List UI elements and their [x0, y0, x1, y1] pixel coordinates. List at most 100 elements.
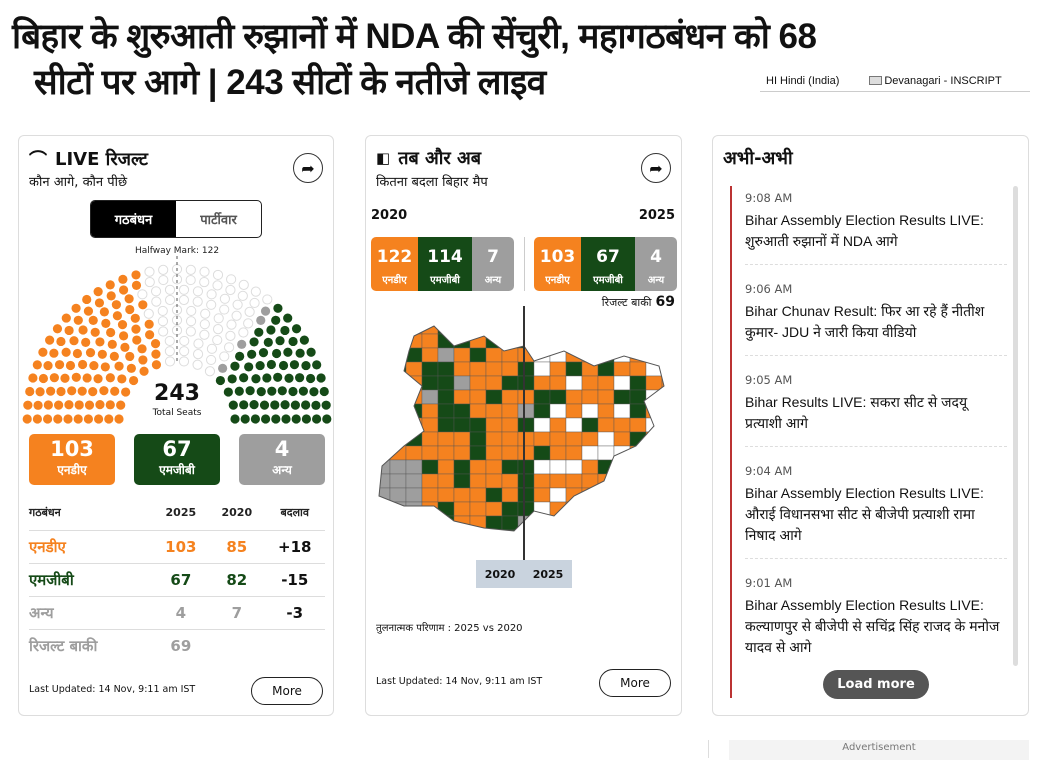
feed-headline[interactable]: Bihar Assembly Election Results LIVE: शु… [745, 212, 984, 249]
constituency[interactable] [517, 515, 535, 531]
constituency[interactable] [469, 431, 487, 447]
constituency[interactable] [469, 347, 487, 363]
constituency[interactable] [597, 529, 615, 544]
constituency[interactable] [549, 473, 567, 489]
constituency[interactable] [598, 544, 614, 558]
constituency[interactable] [533, 529, 551, 544]
constituency[interactable] [597, 320, 615, 335]
constituency[interactable] [613, 361, 631, 377]
constituency[interactable] [421, 417, 439, 433]
constituency[interactable] [389, 529, 407, 544]
constituency[interactable] [389, 459, 407, 475]
constituency[interactable] [454, 306, 470, 320]
constituency[interactable] [549, 501, 567, 517]
slider-2020[interactable]: 2020 [484, 567, 516, 581]
constituency[interactable] [597, 333, 615, 349]
constituency[interactable] [645, 333, 663, 349]
constituency[interactable] [389, 515, 407, 531]
constituency[interactable] [501, 403, 519, 419]
constituency[interactable] [374, 403, 391, 419]
constituency[interactable] [597, 375, 615, 391]
constituency[interactable] [549, 361, 567, 377]
constituency[interactable] [437, 529, 455, 544]
constituency[interactable] [517, 320, 535, 335]
constituency[interactable] [533, 389, 551, 405]
constituency[interactable] [501, 515, 519, 531]
constituency[interactable] [645, 529, 663, 544]
constituency[interactable] [565, 333, 583, 349]
constituency[interactable] [421, 487, 439, 503]
constituency[interactable] [453, 375, 471, 391]
constituency[interactable] [549, 320, 567, 335]
constituency[interactable] [645, 459, 663, 475]
constituency[interactable] [565, 375, 583, 391]
constituency[interactable] [374, 375, 391, 391]
constituency[interactable] [662, 544, 674, 558]
constituency[interactable] [630, 544, 646, 558]
constituency[interactable] [374, 473, 391, 489]
constituency[interactable] [421, 501, 439, 517]
constituency[interactable] [613, 347, 631, 363]
constituency[interactable] [517, 361, 535, 377]
feed-headline[interactable]: Bihar Results LIVE: सकरा सीट से जदयू प्र… [745, 394, 968, 431]
constituency[interactable] [629, 487, 647, 503]
constituency[interactable] [518, 544, 534, 558]
constituency[interactable] [629, 403, 647, 419]
constituency[interactable] [405, 445, 423, 461]
constituency[interactable] [661, 333, 674, 349]
constituency[interactable] [453, 403, 471, 419]
constituency[interactable] [517, 459, 535, 475]
constituency[interactable] [374, 333, 391, 349]
constituency[interactable] [422, 306, 438, 320]
load-more-button[interactable]: Load more [823, 670, 929, 699]
constituency[interactable] [645, 375, 663, 391]
constituency[interactable] [661, 431, 674, 447]
constituency[interactable] [661, 403, 674, 419]
constituency[interactable] [469, 501, 487, 517]
constituency[interactable] [422, 544, 438, 558]
constituency[interactable] [565, 417, 583, 433]
constituency[interactable] [374, 361, 391, 377]
constituency[interactable] [453, 389, 471, 405]
constituency[interactable] [517, 487, 535, 503]
constituency[interactable] [405, 473, 423, 489]
constituency[interactable] [629, 320, 647, 335]
constituency[interactable] [485, 529, 503, 544]
constituency[interactable] [533, 375, 551, 391]
constituency[interactable] [389, 333, 407, 349]
constituency[interactable] [374, 445, 391, 461]
constituency[interactable] [518, 306, 534, 320]
constituency[interactable] [613, 487, 631, 503]
constituency[interactable] [421, 473, 439, 489]
constituency[interactable] [374, 306, 390, 320]
constituency[interactable] [581, 445, 599, 461]
constituency[interactable] [374, 389, 391, 405]
constituency[interactable] [485, 431, 503, 447]
constituency[interactable] [485, 473, 503, 489]
constituency[interactable] [533, 417, 551, 433]
constituency[interactable] [389, 431, 407, 447]
constituency[interactable] [597, 403, 615, 419]
constituency[interactable] [389, 361, 407, 377]
constituency[interactable] [501, 459, 519, 475]
constituency[interactable] [630, 306, 646, 320]
constituency[interactable] [645, 320, 663, 335]
constituency[interactable] [374, 501, 391, 517]
constituency[interactable] [533, 459, 551, 475]
constituency[interactable] [437, 473, 455, 489]
constituency[interactable] [581, 529, 599, 544]
bihar-comparison-map[interactable] [374, 306, 674, 566]
constituency[interactable] [437, 431, 455, 447]
constituency[interactable] [614, 306, 630, 320]
constituency[interactable] [661, 347, 674, 363]
feed-item[interactable]: 9:05 AM Bihar Results LIVE: सकरा सीट से ज… [745, 368, 1007, 447]
constituency[interactable] [421, 459, 439, 475]
constituency[interactable] [485, 487, 503, 503]
constituency[interactable] [597, 501, 615, 517]
constituency[interactable] [517, 529, 535, 544]
constituency[interactable] [469, 389, 487, 405]
constituency[interactable] [613, 389, 631, 405]
constituency[interactable] [437, 403, 455, 419]
constituency[interactable] [533, 403, 551, 419]
constituency[interactable] [438, 306, 454, 320]
